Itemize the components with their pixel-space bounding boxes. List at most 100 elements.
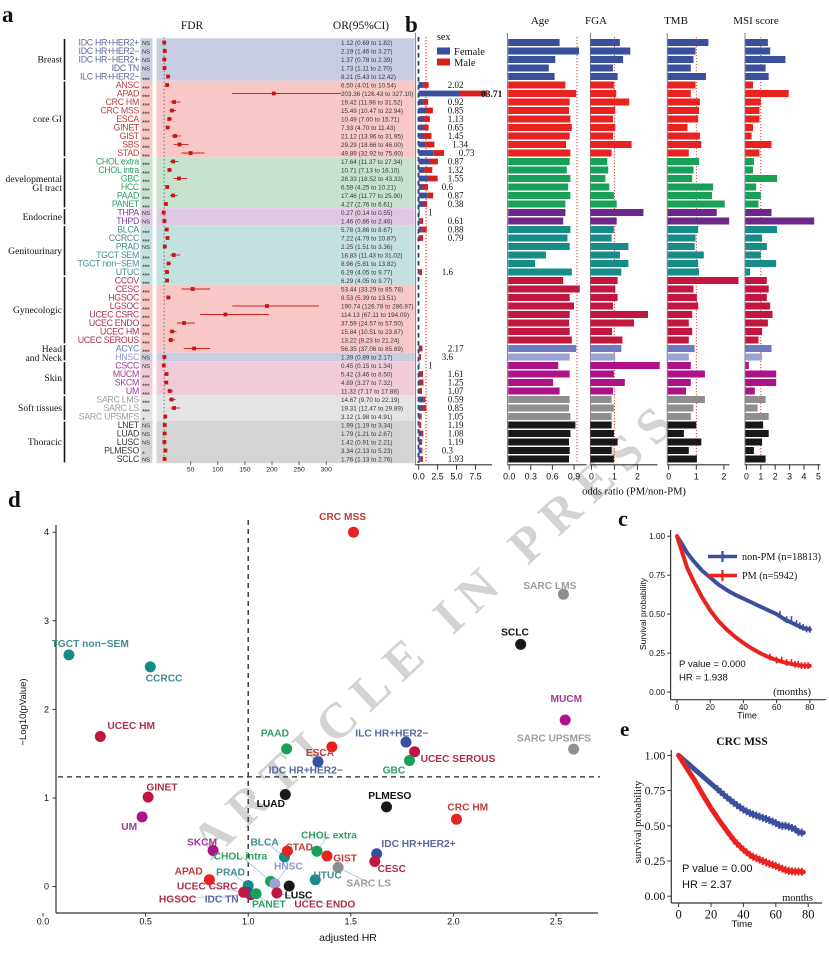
- svg-text:0.00: 0.00: [645, 889, 666, 903]
- svg-text:MUCM: MUCM: [113, 369, 139, 379]
- svg-text:core GI: core GI: [33, 114, 62, 125]
- svg-text:56.35 (37.06 to 85.69): 56.35 (37.06 to 85.69): [341, 346, 403, 353]
- svg-text:1.08: 1.08: [448, 429, 464, 439]
- svg-text:0.25: 0.25: [645, 854, 666, 868]
- svg-text:0.50: 0.50: [649, 610, 665, 619]
- svg-text:ESCA: ESCA: [116, 114, 139, 124]
- svg-text:NS: NS: [142, 441, 150, 447]
- svg-text:HGSOC: HGSOC: [108, 293, 140, 303]
- svg-text:1.00: 1.00: [645, 748, 666, 762]
- svg-text:UCEC SEROUS: UCEC SEROUS: [421, 754, 496, 765]
- svg-text:5: 5: [816, 472, 821, 482]
- svg-text:Age: Age: [531, 15, 549, 27]
- svg-text:SKCM: SKCM: [187, 837, 217, 848]
- svg-text:2.0: 2.0: [447, 917, 460, 927]
- svg-text:14.67 (9.70 to 22.19): 14.67 (9.70 to 22.19): [341, 397, 399, 404]
- svg-text:***: ***: [142, 314, 150, 323]
- svg-text:months: months: [782, 893, 813, 904]
- svg-text:GIST: GIST: [120, 131, 140, 141]
- svg-text:13.22 (8.23 to 21.24): 13.22 (8.23 to 21.24): [341, 338, 399, 345]
- svg-text:HR = 1.938: HR = 1.938: [679, 673, 728, 684]
- svg-text:1.05: 1.05: [448, 412, 464, 422]
- svg-text:49.89 (32.92 to 75.60): 49.89 (32.92 to 75.60): [341, 151, 403, 158]
- svg-text:37.59 (24.57 to 57.50): 37.59 (24.57 to 57.50): [341, 321, 403, 328]
- svg-text:Female: Female: [454, 47, 485, 58]
- svg-text:0.61: 0.61: [448, 216, 464, 226]
- svg-text:Male: Male: [454, 58, 476, 69]
- svg-text:STAD: STAD: [117, 148, 139, 158]
- svg-text:*: *: [142, 450, 145, 459]
- svg-text:2.5: 2.5: [550, 917, 563, 927]
- svg-text:3: 3: [787, 472, 792, 482]
- svg-text:***: ***: [142, 203, 150, 212]
- svg-text:4: 4: [802, 472, 807, 482]
- svg-text:adjusted HR: adjusted HR: [319, 932, 377, 944]
- svg-text:IDC HR+HER2+: IDC HR+HER2+: [381, 839, 455, 850]
- svg-text:2: 2: [773, 472, 778, 482]
- svg-text:80: 80: [805, 703, 815, 712]
- svg-text:UM: UM: [121, 822, 137, 833]
- svg-text:ACYC: ACYC: [116, 344, 140, 354]
- svg-text:UCEC ENDO: UCEC ENDO: [89, 318, 140, 328]
- svg-text:200: 200: [266, 467, 278, 474]
- svg-text:150: 150: [239, 467, 251, 474]
- svg-text:***: ***: [142, 118, 150, 127]
- svg-text:SARC UPSMFS: SARC UPSMFS: [517, 734, 591, 745]
- svg-text:MSI score: MSI score: [733, 15, 779, 27]
- svg-text:203.36 (126.43 to 327.10): 203.36 (126.43 to 327.10): [341, 91, 413, 98]
- svg-text:LUSC: LUSC: [117, 437, 140, 447]
- svg-text:OR(95%CI): OR(95%CI): [333, 20, 389, 32]
- svg-text:0.38: 0.38: [448, 199, 464, 209]
- svg-text:40: 40: [739, 703, 749, 712]
- svg-text:NS: NS: [142, 364, 150, 370]
- svg-text:2.17: 2.17: [448, 344, 464, 354]
- svg-text:***: ***: [142, 110, 150, 119]
- svg-text:***: ***: [142, 237, 150, 246]
- svg-text:SCLC: SCLC: [117, 454, 140, 464]
- svg-text:300: 300: [321, 467, 333, 474]
- svg-text:SARC UPSMFS: SARC UPSMFS: [79, 412, 140, 422]
- svg-text:1: 1: [44, 793, 49, 803]
- svg-text:UTUC: UTUC: [116, 267, 140, 277]
- svg-text:0: 0: [744, 472, 749, 482]
- svg-text:1.37 (0.78 to 2.39): 1.37 (0.78 to 2.39): [341, 57, 392, 64]
- svg-text:Survival probability: Survival probability: [638, 577, 648, 650]
- svg-text:SARC LS: SARC LS: [346, 879, 391, 890]
- svg-text:−Log10(pValue): −Log10(pValue): [18, 678, 29, 745]
- svg-text:0.3: 0.3: [525, 472, 537, 482]
- svg-text:1.07: 1.07: [448, 386, 464, 396]
- svg-text:CRC MSS: CRC MSS: [101, 106, 140, 116]
- svg-text:P value = 0.00: P value = 0.00: [682, 863, 752, 875]
- svg-text:***: ***: [142, 127, 150, 136]
- svg-text:3.34 (2.13 to 5.23): 3.34 (2.13 to 5.23): [341, 448, 392, 455]
- svg-text:8.53 (5.39 to 13.51): 8.53 (5.39 to 13.51): [341, 295, 396, 302]
- svg-text:18.83 (11.43 to 31.02): 18.83 (11.43 to 31.02): [341, 253, 403, 260]
- svg-text:20: 20: [705, 908, 718, 922]
- svg-text:NS: NS: [142, 67, 150, 73]
- svg-text:THPD: THPD: [116, 216, 139, 226]
- svg-text:PAAD: PAAD: [117, 191, 139, 201]
- svg-text:Gynecologic: Gynecologic: [13, 305, 62, 316]
- svg-text:LUSC: LUSC: [285, 891, 313, 902]
- svg-text:7.22 (4.79 to 10.87): 7.22 (4.79 to 10.87): [341, 236, 396, 243]
- svg-text:Breast: Breast: [37, 55, 62, 66]
- svg-text:TGCT non−SEM: TGCT non−SEM: [52, 639, 129, 650]
- svg-text:0: 0: [666, 472, 671, 482]
- svg-text:***: ***: [142, 263, 150, 272]
- svg-text:GI tract: GI tract: [32, 183, 62, 194]
- svg-text:1.5: 1.5: [345, 917, 358, 927]
- svg-text:P value = 0.000: P value = 0.000: [679, 659, 746, 670]
- svg-text:***: ***: [142, 135, 150, 144]
- svg-text:17.46 (11.77 to 25.90): 17.46 (11.77 to 25.90): [341, 193, 403, 200]
- svg-text:6.59 (4.25 to 10.21): 6.59 (4.25 to 10.21): [341, 185, 396, 192]
- svg-text:1.00: 1.00: [649, 532, 665, 541]
- svg-text:1: 1: [694, 472, 699, 482]
- svg-text:SARC LS: SARC LS: [103, 403, 139, 413]
- svg-text:Head: Head: [42, 344, 62, 355]
- svg-text:***: ***: [142, 373, 150, 382]
- svg-text:PANET: PANET: [112, 199, 140, 209]
- svg-text:MUCM: MUCM: [550, 694, 582, 705]
- svg-text:40: 40: [737, 908, 750, 922]
- svg-text:CHOL extra: CHOL extra: [96, 157, 140, 167]
- svg-text:***: ***: [142, 280, 150, 289]
